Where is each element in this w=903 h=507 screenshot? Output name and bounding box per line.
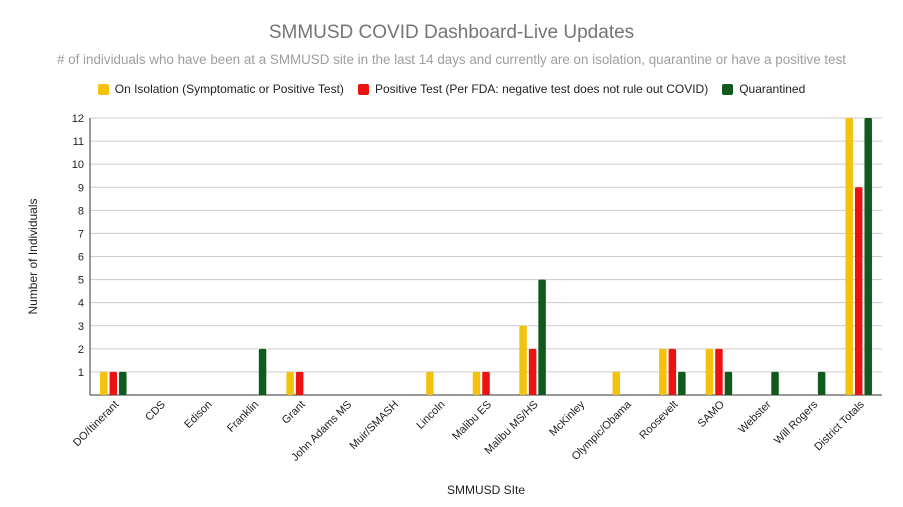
y-tick-label: 10 xyxy=(72,159,84,171)
bar xyxy=(538,279,546,395)
x-tick-label: Lincoln xyxy=(414,399,447,432)
chart-title: SMMUSD COVID Dashboard-Live Updates xyxy=(268,22,635,43)
legend-swatch-isolation xyxy=(97,83,109,95)
legend-label-isolation: On Isolation (Symptomatic or Positive Te… xyxy=(114,82,344,96)
legend-label-quarantined: Quarantined xyxy=(739,82,806,96)
x-tick-label: Roosevelt xyxy=(637,399,680,442)
x-axis-title: SMMUSD SIte xyxy=(447,483,525,497)
x-tick-label: Will Rogers xyxy=(772,398,821,447)
legend: On Isolation (Symptomatic or Positive Te… xyxy=(0,82,903,96)
y-tick-label: 1 xyxy=(78,367,84,379)
x-tick-label: Edison xyxy=(182,399,214,431)
x-tick-label: SAMO xyxy=(696,398,728,430)
bar xyxy=(528,348,537,395)
legend-swatch-quarantined xyxy=(722,83,734,95)
y-tick-label: 4 xyxy=(78,298,84,310)
x-tick-label: Muir/SMASH xyxy=(348,399,401,452)
bar xyxy=(659,348,667,395)
bar xyxy=(864,118,872,395)
bar xyxy=(426,371,434,395)
x-tick-label: McKinley xyxy=(547,398,587,438)
x-tick-label: DO/Itinerant xyxy=(71,399,121,449)
y-tick-label: 8 xyxy=(78,205,84,217)
bar xyxy=(109,371,118,395)
bar xyxy=(612,371,621,395)
y-tick-label: 9 xyxy=(78,182,84,194)
x-tick-label: Webster xyxy=(736,398,774,436)
bar xyxy=(771,371,779,395)
bar xyxy=(119,371,127,395)
legend-item-positive[interactable]: Positive Test (Per FDA: negative test do… xyxy=(357,82,709,96)
legend-item-isolation[interactable]: On Isolation (Symptomatic or Positive Te… xyxy=(97,82,344,96)
legend-swatch-positive xyxy=(357,83,369,95)
bar xyxy=(258,348,267,395)
chart-subtitle: # of individuals who have been at a SMMU… xyxy=(56,52,846,67)
x-tick-label: District Totals xyxy=(812,398,867,453)
y-tick-label: 3 xyxy=(78,321,84,333)
legend-item-quarantined[interactable]: Quarantined xyxy=(722,82,805,96)
bar xyxy=(668,348,677,395)
y-axis-title: Number of Individuals xyxy=(26,198,40,314)
bar xyxy=(854,187,863,395)
bar xyxy=(519,325,527,395)
y-tick-label: 12 xyxy=(72,113,84,125)
x-tick-label: CDS xyxy=(143,399,168,424)
y-tick-label: 7 xyxy=(78,228,84,240)
y-tick-label: 5 xyxy=(78,275,84,287)
x-tick-label: Franklin xyxy=(225,399,261,435)
legend-label-positive: Positive Test (Per FDA: negative test do… xyxy=(374,82,709,96)
bar xyxy=(724,371,733,395)
bar xyxy=(482,371,490,395)
bar xyxy=(472,371,481,395)
bar xyxy=(678,371,686,395)
bar xyxy=(295,371,304,395)
x-tick-label: Grant xyxy=(280,399,308,427)
y-tick-label: 6 xyxy=(78,252,84,264)
bar xyxy=(705,348,714,395)
y-tick-label: 11 xyxy=(73,136,84,148)
x-tick-label: Malibu ES xyxy=(450,399,494,443)
y-tick-label: 2 xyxy=(78,344,84,356)
bar xyxy=(845,118,853,395)
bar xyxy=(715,348,723,395)
bar xyxy=(286,371,294,395)
bar xyxy=(817,371,826,395)
bar xyxy=(100,371,108,395)
